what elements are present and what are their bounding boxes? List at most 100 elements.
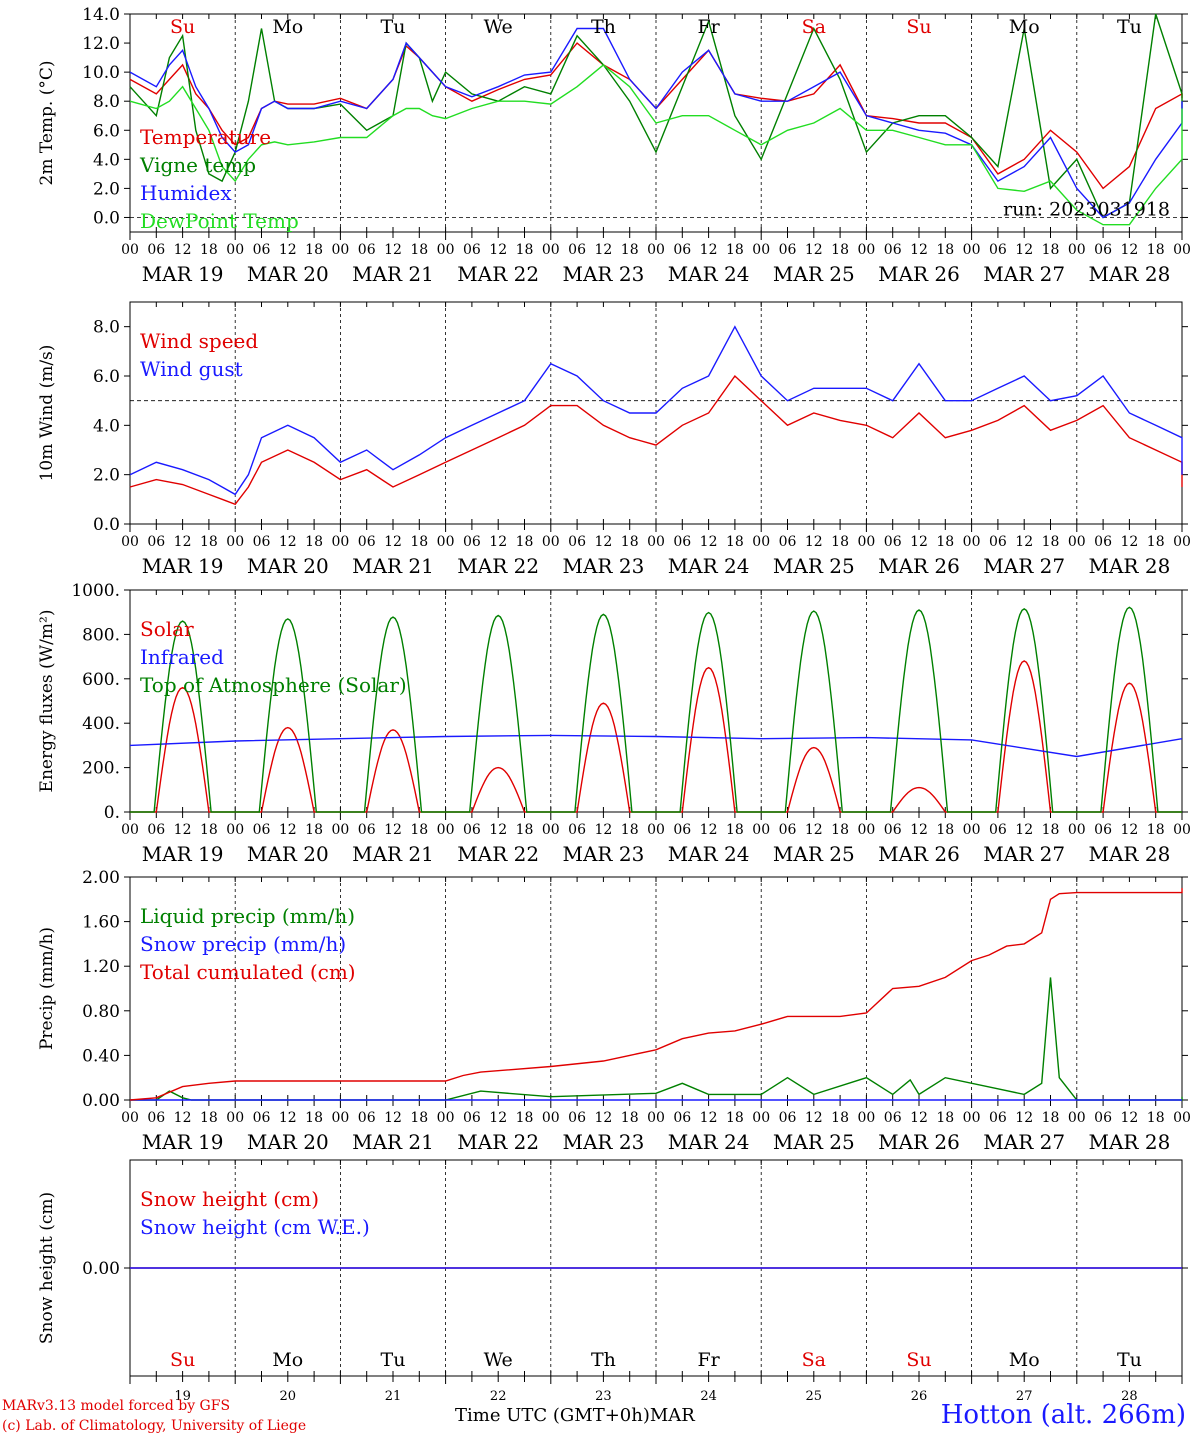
hour-label: 12 <box>910 1110 928 1126</box>
y-tick-label: 14.0 <box>82 5 120 25</box>
hour-label: 12 <box>910 822 928 838</box>
date-label: MAR 27 <box>983 842 1065 866</box>
hour-label: 06 <box>568 822 586 838</box>
legend-entry: Wind speed <box>140 329 258 353</box>
hour-label: 18 <box>1042 242 1060 258</box>
y-tick-label: 0. <box>104 803 120 823</box>
hour-label: 00 <box>542 242 560 258</box>
hour-label: 06 <box>1094 534 1112 550</box>
date-label: MAR 22 <box>457 554 539 578</box>
hour-label: 00 <box>752 822 770 838</box>
date-label: MAR 22 <box>457 842 539 866</box>
hour-label: 18 <box>410 242 428 258</box>
hour-label: 12 <box>805 822 823 838</box>
hour-label: 18 <box>410 822 428 838</box>
day-number-label: 23 <box>595 1389 612 1404</box>
hour-label: 18 <box>1042 1110 1060 1126</box>
hour-label: 18 <box>621 1110 639 1126</box>
hour-label: 12 <box>174 242 192 258</box>
time-axis-label: Time UTC (GMT+0h)MAR <box>455 1405 695 1426</box>
weekday-label: Su <box>170 16 195 38</box>
hour-label: 12 <box>1120 1110 1138 1126</box>
hour-label: 00 <box>121 1110 139 1126</box>
hour-label: 06 <box>884 822 902 838</box>
hour-label: 18 <box>621 822 639 838</box>
hour-label: 18 <box>831 534 849 550</box>
hour-label: 12 <box>279 534 297 550</box>
hour-label: 12 <box>700 1110 718 1126</box>
hour-label: 18 <box>516 534 534 550</box>
legend-entry: Snow precip (mm/h) <box>140 932 346 956</box>
hour-label: 06 <box>673 242 691 258</box>
y-axis-label: Snow height (cm) <box>37 1192 57 1344</box>
date-label: MAR 19 <box>142 842 224 866</box>
legend-entry: Snow height (cm W.E.) <box>140 1215 370 1239</box>
hour-label: 00 <box>963 242 981 258</box>
hour-label: 18 <box>1147 1110 1165 1126</box>
series-line-total-cumulated-cm- <box>129 888 1183 1101</box>
weekday-label: We <box>484 1349 513 1371</box>
date-label: MAR 26 <box>878 1130 960 1154</box>
hour-label: 12 <box>910 534 928 550</box>
y-tick-label: 10.0 <box>82 63 120 83</box>
date-label: MAR 20 <box>247 554 329 578</box>
y-axis-label: Precip (mm/h) <box>37 927 57 1050</box>
hour-label: 18 <box>936 822 954 838</box>
legend-entry: Solar <box>140 617 194 641</box>
date-label: MAR 25 <box>773 262 855 286</box>
legend-entry: Temperature <box>140 125 271 149</box>
date-label: MAR 23 <box>563 554 645 578</box>
hour-label: 06 <box>358 242 376 258</box>
hour-label: 06 <box>568 534 586 550</box>
hour-label: 06 <box>779 1110 797 1126</box>
hour-label: 00 <box>331 822 349 838</box>
month-label: MAR <box>649 1405 695 1426</box>
weekday-label: Tu <box>381 1349 406 1371</box>
series-line-top-of-atmosphere-solar- <box>130 606 1182 813</box>
y-tick-label: 1.20 <box>82 957 120 977</box>
hour-label: 18 <box>516 1110 534 1126</box>
hour-label: 00 <box>121 534 139 550</box>
legend-entry: Top of Atmosphere (Solar) <box>140 673 407 697</box>
weekday-label: Th <box>591 16 616 38</box>
weekday-label: Sa <box>802 16 826 38</box>
hour-label: 06 <box>673 1110 691 1126</box>
hour-label: 06 <box>884 534 902 550</box>
hour-label: 12 <box>384 822 402 838</box>
day-number-label: 28 <box>1121 1389 1138 1404</box>
hour-label: 00 <box>857 534 875 550</box>
hour-label: 06 <box>358 534 376 550</box>
station-name: Hotton (alt. 266m) <box>940 1400 1186 1430</box>
hour-label: 12 <box>700 534 718 550</box>
day-number-label: 26 <box>911 1389 928 1404</box>
hour-label: 00 <box>121 822 139 838</box>
hour-label: 06 <box>147 822 165 838</box>
hour-label: 06 <box>673 822 691 838</box>
hour-label: 18 <box>831 822 849 838</box>
series-line-temperature <box>129 42 1183 190</box>
hour-label: 18 <box>305 822 323 838</box>
hour-label: 00 <box>542 822 560 838</box>
hour-label: 00 <box>437 1110 455 1126</box>
y-axis-label: 2m Temp. (°C) <box>37 60 57 185</box>
hour-label: 12 <box>1120 534 1138 550</box>
hour-label: 00 <box>857 242 875 258</box>
y-tick-label: 2.00 <box>82 868 120 888</box>
date-label: MAR 23 <box>563 1130 645 1154</box>
hour-label: 18 <box>621 242 639 258</box>
date-label: MAR 20 <box>247 1130 329 1154</box>
date-label: MAR 19 <box>142 1130 224 1154</box>
hour-label: 00 <box>963 822 981 838</box>
panel-4 <box>124 876 1188 1108</box>
hour-label: 12 <box>594 822 612 838</box>
hour-label: 00 <box>752 242 770 258</box>
hour-label: 06 <box>1094 242 1112 258</box>
day-number-label: 22 <box>490 1389 507 1404</box>
panel-1 <box>124 13 1188 240</box>
hour-label: 12 <box>594 534 612 550</box>
hour-label: 12 <box>279 1110 297 1126</box>
hour-label: 12 <box>1015 1110 1033 1126</box>
y-tick-label: 8.0 <box>93 318 120 338</box>
date-label: MAR 21 <box>352 262 434 286</box>
hour-label: 06 <box>673 534 691 550</box>
